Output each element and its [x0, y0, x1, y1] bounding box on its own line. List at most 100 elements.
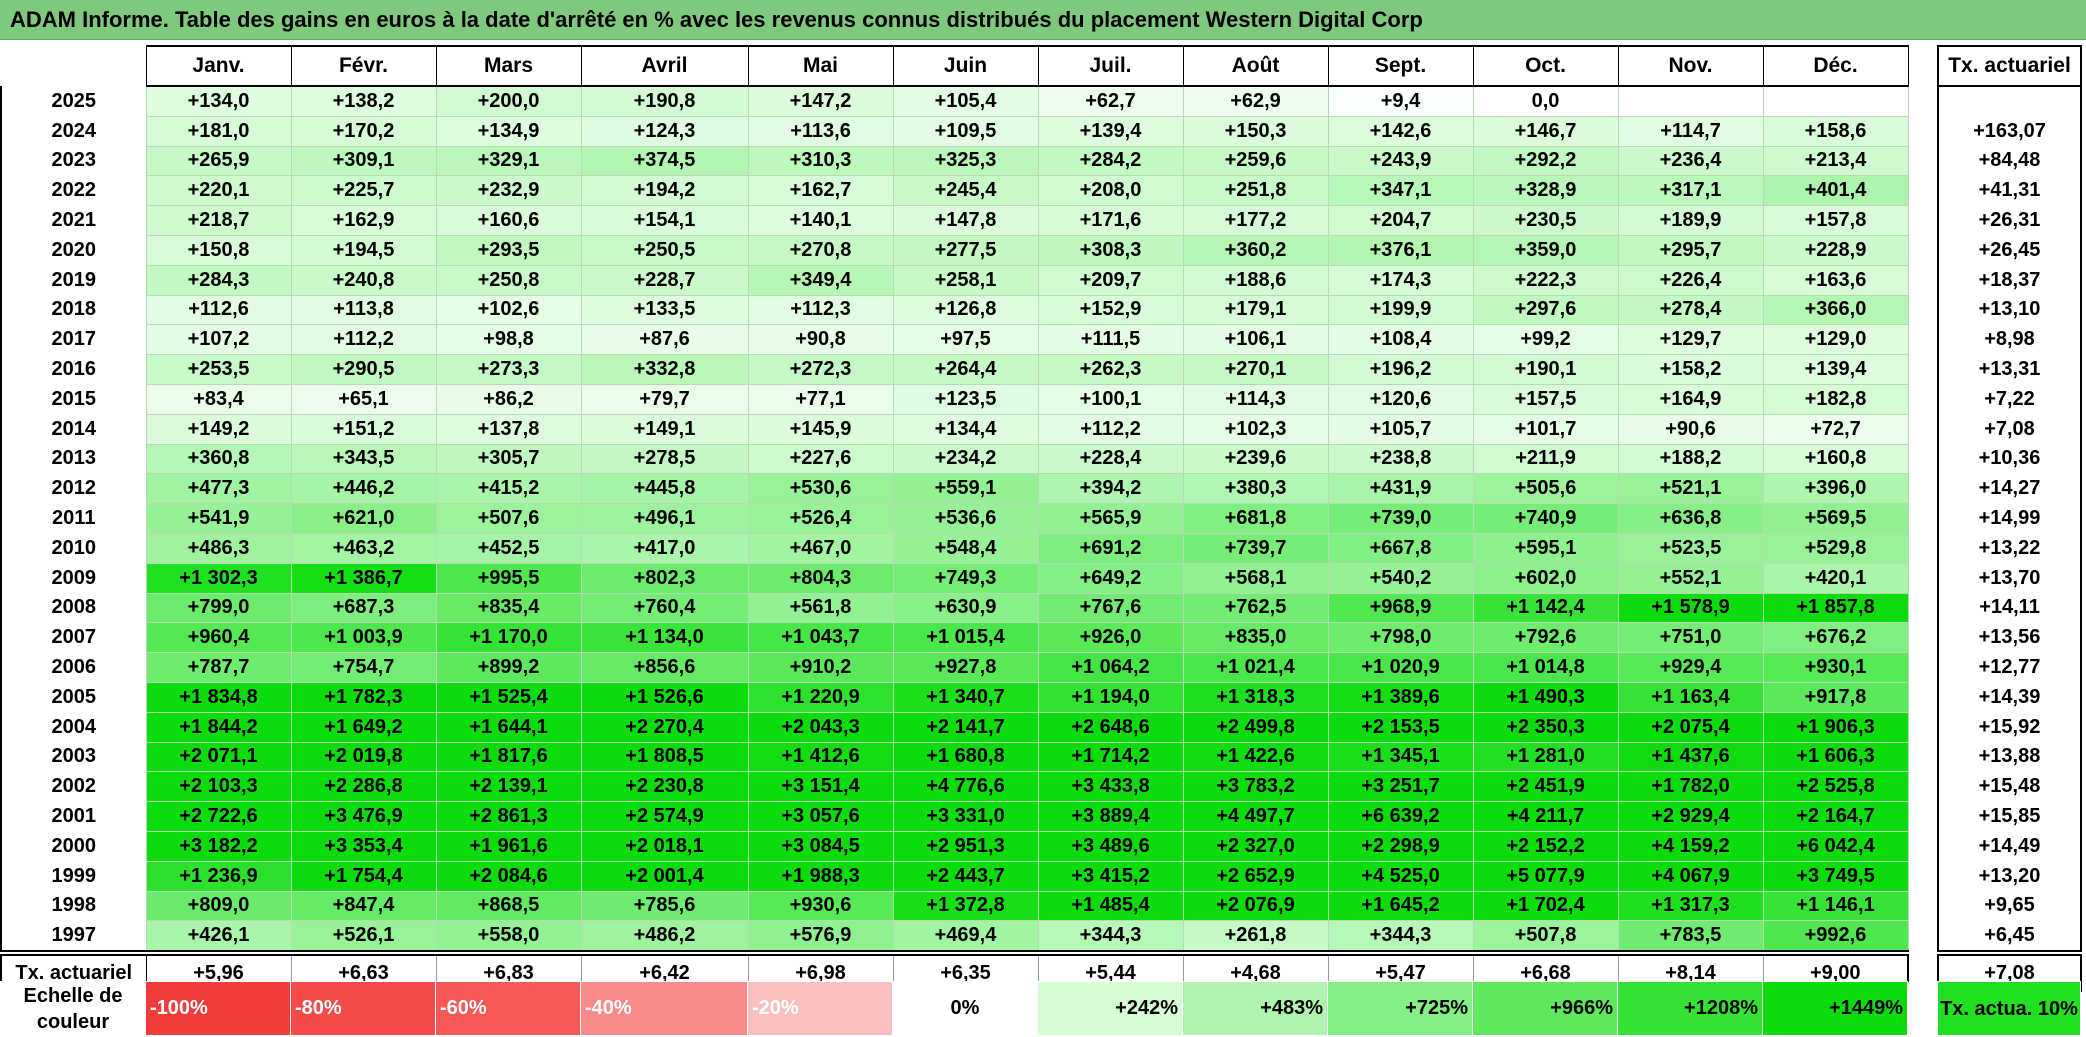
- column-gap: [1908, 712, 1938, 743]
- spacer-cell: [581, 951, 748, 956]
- gain-cell: +835,0: [1182, 622, 1329, 654]
- color-scale-label: Echelle de couleur: [0, 981, 146, 1036]
- gain-cell: [1762, 85, 1909, 117]
- gain-cell: +396,0: [1762, 473, 1909, 505]
- gain-cell: +3 415,2: [1037, 860, 1184, 892]
- gain-cell: +749,3: [892, 562, 1039, 594]
- gain-cell: +2 019,8: [290, 741, 437, 773]
- gain-cell: +1 015,4: [892, 622, 1039, 654]
- gain-cell: +1 526,6: [580, 681, 749, 713]
- gain-cell: +2 350,3: [1472, 711, 1619, 743]
- gain-cell: +309,1: [290, 145, 437, 177]
- column-gap: [1908, 414, 1938, 445]
- column-gap: [1907, 981, 1938, 1036]
- table-row: 2018 +112,6 +113,8 +102,6 +133,5 +112,3 +126,8…: [0, 294, 2082, 326]
- gain-cell: +568,1: [1182, 562, 1329, 594]
- gain-cell: +530,6: [747, 473, 894, 505]
- gain-cell: +264,4: [892, 354, 1039, 385]
- gain-cell: +86,2: [435, 383, 582, 415]
- gain-cell: +1 490,3: [1472, 681, 1619, 713]
- table-row: 2000 +3 182,2 +3 353,4 +1 961,6 +2 018,1 +3 0…: [0, 830, 2082, 862]
- gain-cell: +290,5: [290, 354, 437, 385]
- tx-actuariel-value: +12,77: [1937, 652, 2082, 683]
- gain-cell: +295,7: [1617, 234, 1764, 266]
- gain-cell: +87,6: [580, 324, 749, 356]
- tx-actuariel-value: +13,20: [1937, 861, 2082, 892]
- gain-cell: +541,9: [145, 503, 292, 534]
- tx-actuariel-value: +13,88: [1937, 742, 2082, 772]
- gain-cell: +926,0: [1037, 622, 1184, 654]
- tx-actuariel-value: +6,45: [1937, 920, 2082, 953]
- gain-cell: +106,1: [1182, 324, 1329, 356]
- gain-cell: +126,8: [892, 294, 1039, 326]
- tx-actuariel-value: +7,22: [1937, 384, 2082, 415]
- gain-cell: +1 857,8: [1762, 592, 1909, 624]
- gain-cell: +133,5: [580, 294, 749, 326]
- gain-cell: +222,3: [1472, 264, 1619, 296]
- year-label: 2012: [0, 473, 146, 504]
- gain-cell: +1 134,0: [580, 622, 749, 654]
- column-gap: [1908, 473, 1938, 504]
- gain-cell: +189,9: [1617, 205, 1764, 236]
- scale-step: -20%: [747, 981, 893, 1036]
- gain-cell: +98,8: [435, 324, 582, 356]
- month-header: Mars: [435, 45, 582, 87]
- gain-cell: +2 139,1: [435, 771, 582, 803]
- gain-cell: +739,7: [1182, 532, 1329, 564]
- year-label: 2010: [0, 533, 146, 564]
- gain-cell: +507,6: [435, 503, 582, 534]
- tx-actuariel-value: +15,92: [1937, 712, 2082, 743]
- gain-cell: +344,3: [1037, 920, 1184, 953]
- gain-cell: +426,1: [145, 920, 292, 953]
- column-gap: [1908, 682, 1938, 713]
- gain-cell: +366,0: [1762, 294, 1909, 326]
- gain-cell: +199,9: [1327, 294, 1474, 326]
- table-row: 2003 +2 071,1 +2 019,8 +1 817,6 +1 808,5 +1 4…: [0, 741, 2082, 773]
- column-gap: [1908, 354, 1938, 385]
- gain-cell: +2 152,2: [1472, 830, 1619, 862]
- gain-cell: +317,1: [1617, 175, 1764, 207]
- gain-cell: +190,8: [580, 85, 749, 117]
- table-row: 1999 +1 236,9 +1 754,4 +2 084,6 +2 001,4 +1 9…: [0, 860, 2082, 892]
- gain-cell: +445,8: [580, 473, 749, 505]
- gain-cell: +2 103,3: [145, 771, 292, 803]
- gain-cell: +1 318,3: [1182, 681, 1329, 713]
- gain-cell: +1 834,8: [145, 681, 292, 713]
- gain-cell: +804,3: [747, 562, 894, 594]
- gain-cell: +124,3: [580, 115, 749, 147]
- gain-cell: +225,7: [290, 175, 437, 207]
- table-row: 2006 +787,7 +754,7 +899,2 +856,6 +910,2 +927,8…: [0, 652, 2082, 683]
- gain-cell: +109,5: [892, 115, 1039, 147]
- month-header: Nov.: [1617, 45, 1764, 87]
- gain-cell: +204,7: [1327, 205, 1474, 236]
- year-label: 2016: [0, 354, 146, 385]
- gain-cell: +270,1: [1182, 354, 1329, 385]
- column-gap: [1908, 533, 1938, 564]
- gain-cell: +486,2: [580, 920, 749, 953]
- gain-cell: +2 230,8: [580, 771, 749, 803]
- gain-cell: +332,8: [580, 354, 749, 385]
- gain-cell: +62,7: [1037, 85, 1184, 117]
- scale-step: +1208%: [1617, 981, 1763, 1036]
- gain-cell: +1 043,7: [747, 622, 894, 654]
- gain-cell: +558,0: [435, 920, 582, 953]
- year-label: 2021: [0, 205, 146, 236]
- gain-cell: +213,4: [1762, 145, 1909, 177]
- gain-cell: +194,2: [580, 175, 749, 207]
- gain-cell: +134,9: [435, 115, 582, 147]
- gain-cell: +3 433,8: [1037, 771, 1184, 803]
- column-gap: [1908, 920, 1938, 952]
- gain-cell: +2 327,0: [1182, 830, 1329, 862]
- tx-actuariel-value: +13,31: [1937, 354, 2082, 385]
- gain-cell: +240,8: [290, 264, 437, 296]
- gain-cell: +910,2: [747, 652, 894, 683]
- gain-cell: +486,3: [145, 532, 292, 564]
- gain-cell: +1 020,9: [1327, 652, 1474, 683]
- gain-cell: +536,6: [892, 503, 1039, 534]
- table-row: 2019 +284,3 +240,8 +250,8 +228,7 +349,4 +258,1…: [0, 264, 2082, 296]
- gain-cell: +1 372,8: [892, 890, 1039, 922]
- gain-cell: +114,7: [1617, 115, 1764, 147]
- gain-cell: +687,3: [290, 592, 437, 624]
- column-gap: [1908, 622, 1938, 653]
- tx-actuariel-value: +13,10: [1937, 295, 2082, 325]
